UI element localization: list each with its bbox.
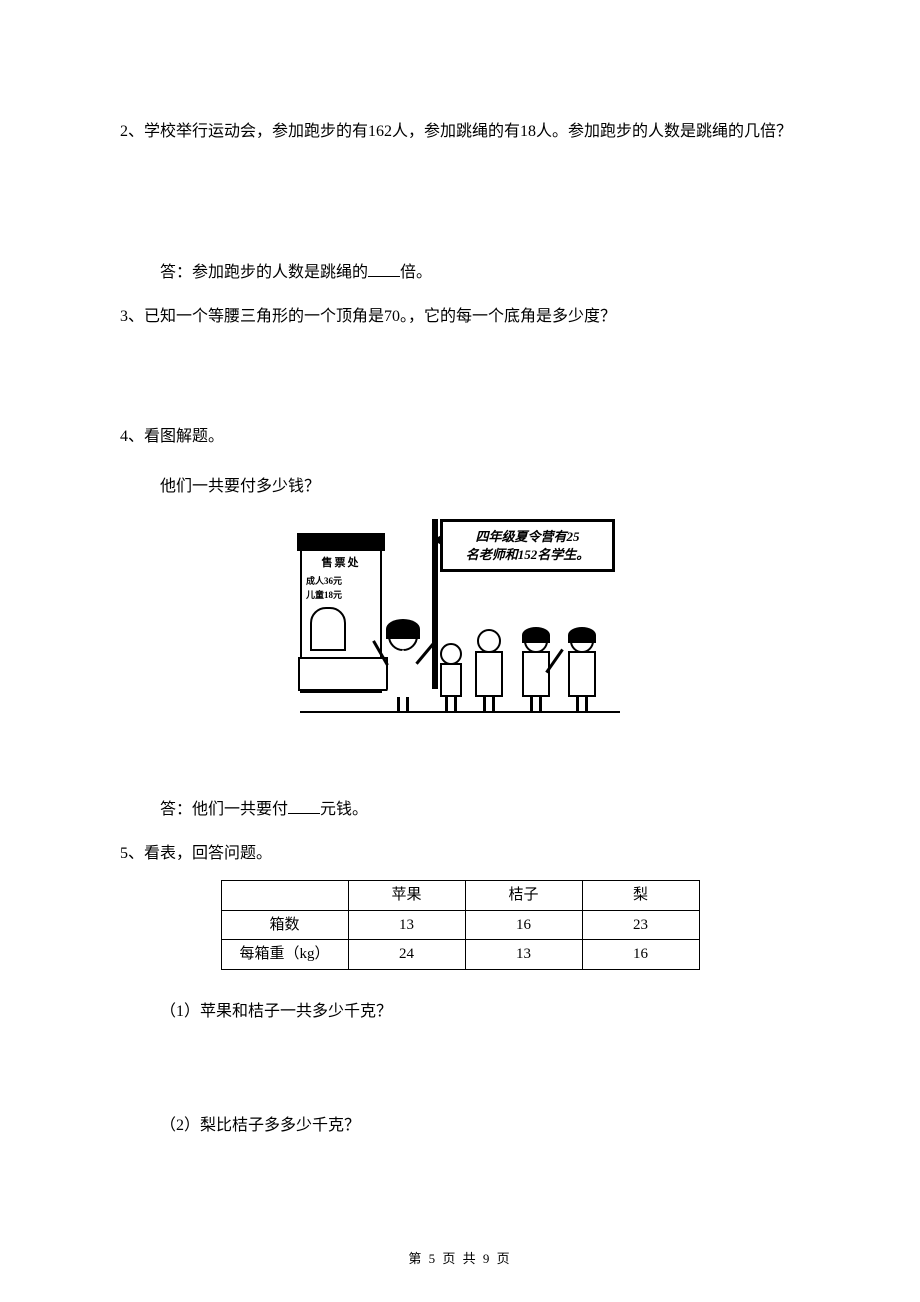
hair-icon bbox=[568, 627, 596, 643]
table-cell: 16 bbox=[582, 940, 699, 970]
head-icon bbox=[570, 629, 594, 653]
sign-line2: 名老师和152名学生。 bbox=[466, 547, 590, 562]
legs-icon bbox=[440, 697, 462, 711]
q5-sub2: （2）梨比桔子多多少千克？ bbox=[120, 1114, 800, 1138]
table-header: 梨 bbox=[582, 881, 699, 911]
spacer bbox=[120, 970, 800, 1000]
booth-roof bbox=[297, 533, 385, 551]
q4-prompt-text: 他们一共要付多少钱？ bbox=[160, 478, 320, 495]
table-cell: 16 bbox=[465, 910, 582, 940]
person-kid bbox=[440, 643, 462, 711]
table-header-row: 苹果 桔子 梨 bbox=[221, 881, 699, 911]
body-icon bbox=[475, 651, 503, 697]
q5-table: 苹果 桔子 梨 箱数 13 16 23 每箱重（kg） 24 13 16 bbox=[221, 880, 700, 970]
table-cell: 24 bbox=[348, 940, 465, 970]
q2-answer-line: 答：参加跑步的人数是跳绳的 倍。 bbox=[120, 260, 800, 285]
footer-text: 第 5 页 共 9 页 bbox=[408, 1251, 511, 1266]
sign-board: 四年级夏令营有25 名老师和152名学生。 bbox=[440, 519, 615, 572]
q4-label: 4、看图解题。 bbox=[120, 428, 224, 445]
spacer bbox=[120, 285, 800, 305]
spacer bbox=[120, 335, 800, 425]
question-4-label: 4、看图解题。 bbox=[120, 425, 800, 449]
q4-answer-prefix: 答：他们一共要付 bbox=[160, 801, 288, 818]
hair-icon bbox=[522, 627, 550, 643]
person-teacher bbox=[385, 621, 421, 711]
price-adult: 成人36元 bbox=[306, 575, 342, 589]
page: 2、学校举行运动会，参加跑步的有162人，参加跳绳的有18人。参加跑步的人数是跳… bbox=[0, 0, 920, 1302]
table-header: 苹果 bbox=[348, 881, 465, 911]
q5-sub1: （1）苹果和桔子一共多少千克？ bbox=[120, 1000, 800, 1024]
answer-blank[interactable] bbox=[368, 260, 400, 277]
head-icon bbox=[440, 643, 462, 665]
spacer bbox=[120, 1024, 800, 1114]
question-5-label: 5、看表，回答问题。 bbox=[120, 842, 800, 866]
spacer bbox=[120, 455, 800, 475]
ground-line bbox=[300, 711, 620, 713]
body-icon bbox=[440, 663, 462, 697]
q5-label: 5、看表，回答问题。 bbox=[120, 845, 272, 862]
head-icon bbox=[477, 629, 501, 653]
legs-icon bbox=[522, 697, 550, 711]
q4-illustration: 售票处 成人36元 儿童18元 四年级夏令营有25 名老师和152名学生。 bbox=[300, 519, 620, 719]
question-3: 3、已知一个等腰三角形的一个顶角是70。，它的每一个底角是多少度？ bbox=[120, 305, 800, 329]
q4-illustration-wrap: 售票处 成人36元 儿童18元 四年级夏令营有25 名老师和152名学生。 bbox=[120, 519, 800, 727]
table-cell: 13 bbox=[465, 940, 582, 970]
legs-icon bbox=[385, 697, 421, 711]
ticket-booth: 售票处 成人36元 儿童18元 bbox=[300, 549, 382, 693]
legs-icon bbox=[475, 697, 503, 711]
table-header: 桔子 bbox=[465, 881, 582, 911]
head-icon bbox=[524, 629, 548, 653]
table-row: 箱数 13 16 23 bbox=[221, 910, 699, 940]
q4-answer-line: 答：他们一共要付 元钱。 bbox=[120, 797, 800, 822]
body-icon bbox=[522, 651, 550, 697]
spacer bbox=[120, 822, 800, 842]
table-header bbox=[221, 881, 348, 911]
row-label: 每箱重（kg） bbox=[221, 940, 348, 970]
q2-answer-prefix: 答：参加跑步的人数是跳绳的 bbox=[160, 264, 368, 281]
person-kid bbox=[475, 629, 503, 711]
person-kid bbox=[568, 629, 596, 711]
booth-counter bbox=[298, 657, 388, 691]
page-footer: 第 5 页 共 9 页 bbox=[0, 1249, 920, 1269]
q2-answer-suffix: 倍。 bbox=[400, 264, 432, 281]
q3-text: 3、已知一个等腰三角形的一个顶角是70。，它的每一个底角是多少度？ bbox=[120, 308, 616, 325]
booth-title: 售票处 bbox=[302, 555, 380, 572]
table-row: 每箱重（kg） 24 13 16 bbox=[221, 940, 699, 970]
q5-sub2-text: （2）梨比桔子多多少千克？ bbox=[160, 1117, 360, 1134]
booth-window bbox=[310, 607, 346, 651]
spacer bbox=[120, 150, 800, 260]
hair-icon bbox=[386, 619, 420, 639]
head-icon bbox=[388, 621, 418, 651]
body-icon bbox=[385, 649, 421, 697]
row-label: 箱数 bbox=[221, 910, 348, 940]
sign-line1: 四年级夏令营有25 bbox=[475, 529, 579, 544]
answer-blank[interactable] bbox=[288, 797, 320, 814]
table-cell: 13 bbox=[348, 910, 465, 940]
question-2: 2、学校举行运动会，参加跑步的有162人，参加跳绳的有18人。参加跑步的人数是跳… bbox=[120, 120, 800, 144]
body-icon bbox=[568, 651, 596, 697]
spacer bbox=[120, 737, 800, 797]
person-kid bbox=[522, 629, 550, 711]
q4-prompt: 他们一共要付多少钱？ bbox=[120, 475, 800, 499]
table-cell: 23 bbox=[582, 910, 699, 940]
q2-text: 2、学校举行运动会，参加跑步的有162人，参加跳绳的有18人。参加跑步的人数是跳… bbox=[120, 123, 792, 140]
q4-answer-suffix: 元钱。 bbox=[320, 801, 368, 818]
legs-icon bbox=[568, 697, 596, 711]
q5-sub1-text: （1）苹果和桔子一共多少千克？ bbox=[160, 1003, 392, 1020]
price-child: 儿童18元 bbox=[306, 589, 342, 603]
